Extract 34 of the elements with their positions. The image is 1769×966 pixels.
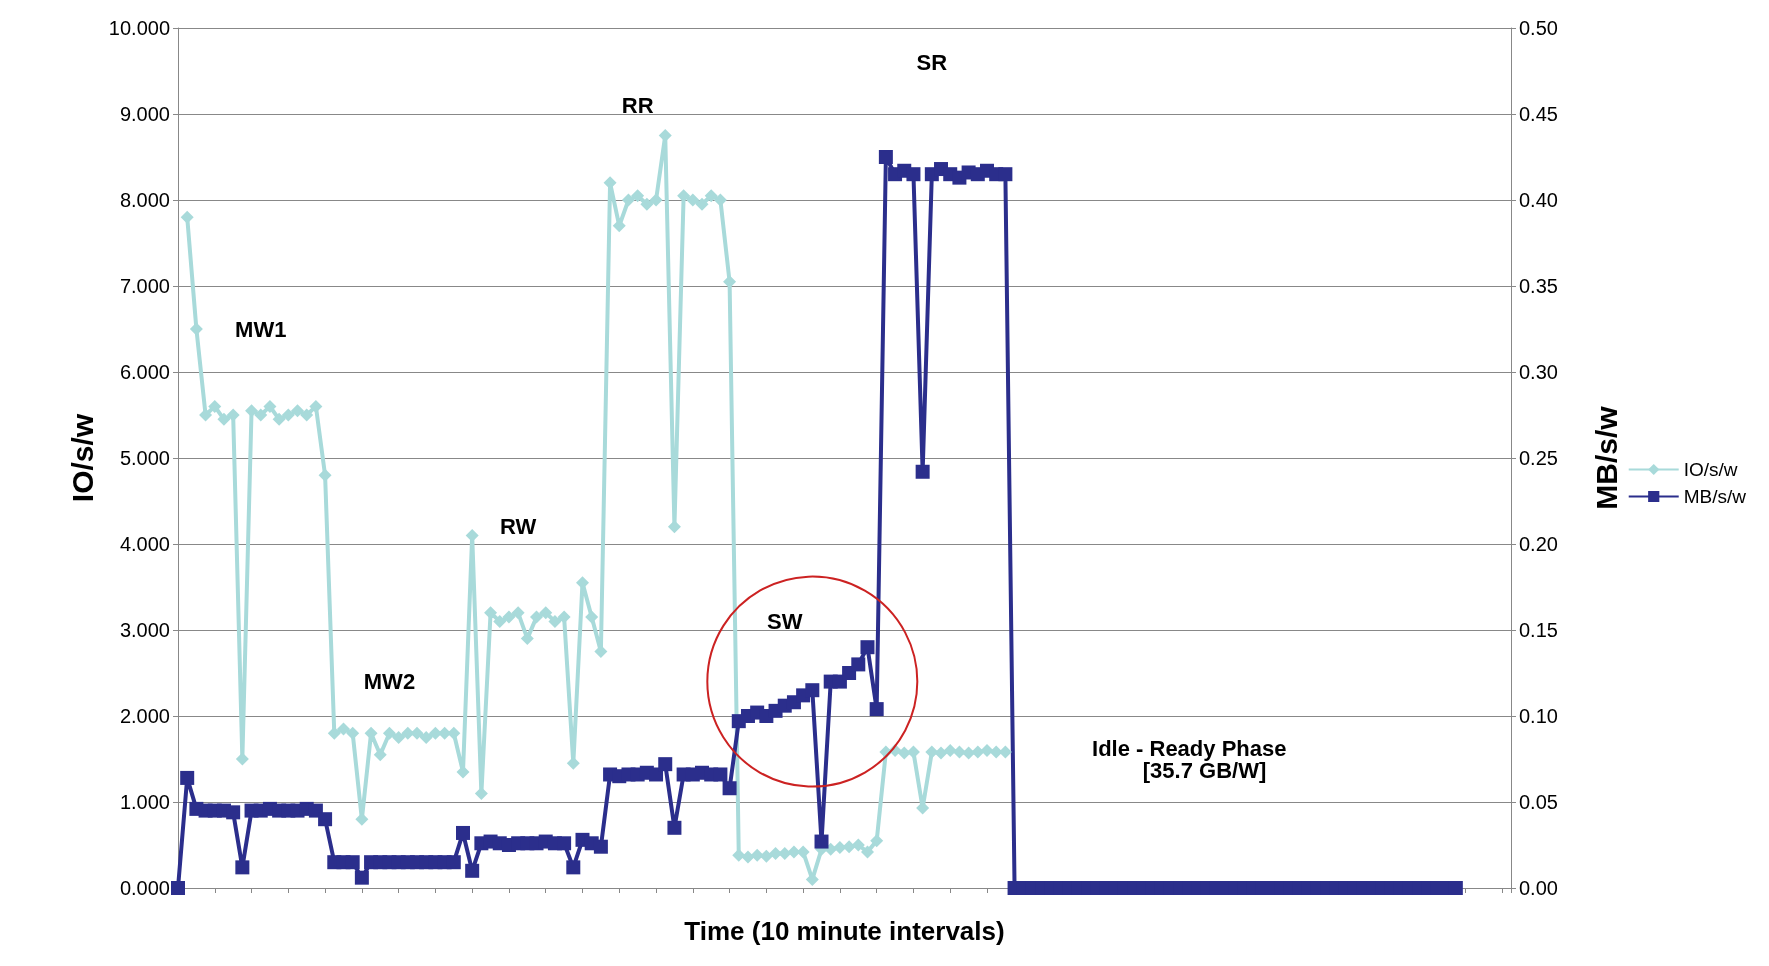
y2-tick-label: 0.10 [1519,705,1558,727]
y-tick-label: 0.000 [119,877,170,899]
legend-label: MB/s/w [1683,486,1747,507]
y2-tick-label: 0.30 [1519,361,1558,383]
y2-axis-title: MB/s/w [1589,405,1623,510]
y2-tick-label: 0.20 [1519,533,1558,555]
y2-tick-label: 0.15 [1519,619,1558,641]
x-axis-title: Time (10 minute intervals) [684,916,1005,946]
annotation: MW2 [363,669,416,695]
y-tick-label: 2.000 [119,705,170,727]
annotation: RR [621,92,654,118]
y2-tick-label: 0.00 [1519,877,1558,899]
y-tick-label: 10.000 [108,17,170,39]
y2-tick-label: 0.45 [1519,103,1558,125]
y2-tick-label: 0.50 [1519,17,1558,39]
annotation: Idle - Ready Phase [35.7 GB/W] [1092,735,1287,783]
y2-tick-label: 0.05 [1519,791,1558,813]
y-tick-label: 6.000 [119,361,170,383]
y-tick-label: 4.000 [119,533,170,555]
legend-label: IO/s/w [1683,459,1738,480]
y-tick-label: 5.000 [119,447,170,469]
annotation: MW1 [235,316,287,342]
y-tick-label: 1.000 [119,791,170,813]
annotation: SW [767,608,803,634]
y-tick-label: 3.000 [119,619,170,641]
annotation: RW [500,514,537,540]
y-axis-title: IO/s/w [66,413,100,503]
y2-tick-label: 0.40 [1519,189,1558,211]
annotation: SR [916,49,948,75]
y-tick-label: 7.000 [119,275,170,297]
y2-tick-label: 0.25 [1519,447,1558,469]
y-tick-label: 9.000 [119,103,170,125]
y2-tick-label: 0.35 [1519,275,1558,297]
y-tick-label: 8.000 [119,189,170,211]
